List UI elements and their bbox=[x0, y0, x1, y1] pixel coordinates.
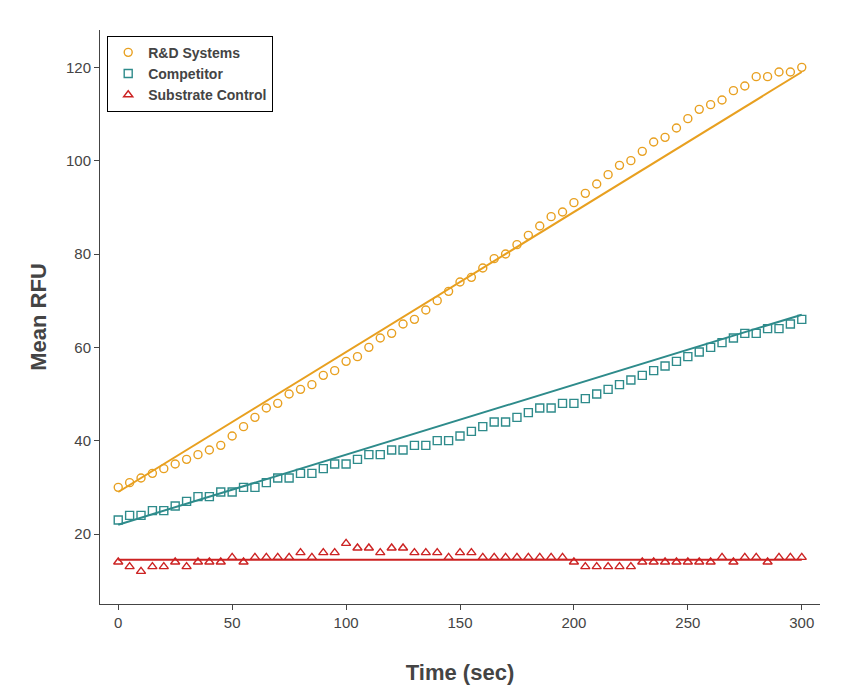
svg-text:Competitor: Competitor bbox=[148, 66, 223, 82]
svg-text:200: 200 bbox=[561, 614, 586, 631]
svg-text:150: 150 bbox=[447, 614, 472, 631]
svg-text:Time (sec): Time (sec) bbox=[406, 660, 514, 685]
svg-text:Mean RFU: Mean RFU bbox=[26, 263, 51, 371]
svg-text:40: 40 bbox=[74, 432, 91, 449]
svg-text:80: 80 bbox=[74, 245, 91, 262]
svg-text:100: 100 bbox=[334, 614, 359, 631]
svg-text:300: 300 bbox=[789, 614, 814, 631]
svg-text:20: 20 bbox=[74, 525, 91, 542]
svg-text:60: 60 bbox=[74, 339, 91, 356]
svg-text:120: 120 bbox=[66, 59, 91, 76]
svg-text:R&D Systems: R&D Systems bbox=[148, 45, 240, 61]
svg-text:0: 0 bbox=[114, 614, 122, 631]
svg-text:Substrate Control: Substrate Control bbox=[148, 87, 266, 103]
svg-text:100: 100 bbox=[66, 152, 91, 169]
svg-text:50: 50 bbox=[224, 614, 241, 631]
svg-text:250: 250 bbox=[675, 614, 700, 631]
